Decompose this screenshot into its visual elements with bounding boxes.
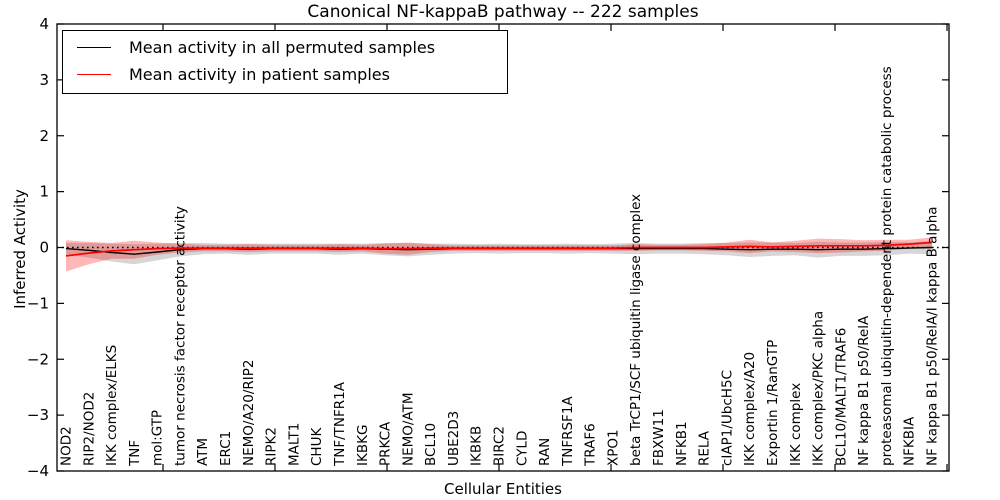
y-tick-label: −1 bbox=[27, 294, 49, 312]
x-tick-label: CHUK bbox=[309, 427, 325, 466]
x-tick-label: IKK complex/A20 bbox=[742, 352, 758, 466]
x-tick-label: IKBKG bbox=[355, 425, 371, 466]
patient-mean-line bbox=[65, 241, 933, 257]
legend-label-permuted: Mean activity in all permuted samples bbox=[129, 38, 436, 57]
x-tick-label: BCL10/MALT1/TRAF6 bbox=[833, 328, 849, 466]
x-tick-label: NFKB1 bbox=[674, 421, 690, 466]
x-tick-label: XPO1 bbox=[605, 429, 621, 466]
x-tick-label: NEMO/ATM bbox=[400, 392, 416, 466]
x-tick-label: IKK complex/ELKS bbox=[104, 345, 120, 466]
x-tick-label: RIP2/NOD2 bbox=[81, 392, 97, 466]
x-tick-label: ATM bbox=[195, 438, 211, 466]
y-tick-label: −3 bbox=[27, 406, 49, 424]
x-axis-label: Cellular Entities bbox=[444, 480, 562, 498]
x-tick-label: NOD2 bbox=[59, 426, 75, 466]
x-tick-label: TNF bbox=[127, 440, 143, 467]
x-tick-label: UBE2D3 bbox=[446, 411, 462, 466]
legend-entry-patient: Mean activity in patient samples bbox=[73, 65, 497, 84]
legend-entry-permuted: Mean activity in all permuted samples bbox=[73, 38, 497, 57]
x-tick-label: IKK complex/PKC alpha bbox=[811, 311, 827, 466]
x-tick-label: IKBKB bbox=[469, 426, 485, 466]
x-tick-label: RELA bbox=[697, 430, 713, 466]
x-tick-label: NF kappa B1 p50/RelA/I kappa B alpha bbox=[925, 206, 941, 466]
y-tick-label: 2 bbox=[39, 127, 49, 145]
x-tick-label: MALT1 bbox=[286, 423, 302, 466]
axes-frame bbox=[56, 23, 950, 472]
x-tick-label: BCL10 bbox=[423, 423, 439, 466]
legend-box: Mean activity in all permuted samples Me… bbox=[62, 30, 508, 94]
legend-line-sample-red bbox=[77, 74, 111, 75]
patient-band bbox=[66, 237, 932, 272]
x-tick-label: CYLD bbox=[514, 431, 530, 466]
x-tick-label: TNF/TNFR1A bbox=[332, 381, 348, 467]
x-tick-label: NEMO/A20/RIP2 bbox=[241, 359, 257, 466]
x-tick-label: RAN bbox=[537, 438, 553, 466]
x-tick-label: IKK complex bbox=[788, 383, 804, 466]
x-tick-label: proteasomal ubiquitin-dependent protein … bbox=[879, 66, 895, 466]
legend-label-patient: Mean activity in patient samples bbox=[129, 65, 390, 84]
y-tick-label: 1 bbox=[39, 183, 49, 201]
y-tick-label: 3 bbox=[39, 71, 49, 89]
x-tick-label: BIRC2 bbox=[492, 426, 508, 466]
x-tick-label: Exportin 1/RanGTP bbox=[765, 340, 781, 466]
x-tick-label: NF kappa B1 p50/RelA bbox=[856, 315, 872, 466]
x-tick-label: TNFRSF1A bbox=[560, 396, 576, 467]
x-tick-label: cIAP1/UbcH5C bbox=[719, 370, 735, 466]
x-tick-label: FBXW11 bbox=[651, 409, 667, 466]
x-tick-label: TRAF6 bbox=[583, 423, 599, 467]
x-tick-label: mol:GTP bbox=[150, 410, 166, 466]
x-tick-label: PRKCA bbox=[378, 421, 394, 466]
y-tick-label: 4 bbox=[39, 15, 49, 33]
x-tick-label: ERC1 bbox=[218, 431, 234, 466]
x-tick-label: NFKBIA bbox=[902, 416, 918, 466]
chart-title: Canonical NF-kappaB pathway -- 222 sampl… bbox=[307, 2, 699, 22]
legend-line-sample-black bbox=[77, 47, 111, 48]
y-tick-label: −2 bbox=[27, 350, 49, 368]
y-tick-label: 0 bbox=[39, 239, 49, 257]
y-tick-label: −4 bbox=[27, 462, 49, 480]
x-tick-label: beta TrCP1/SCF ubiquitin ligase complex bbox=[628, 194, 644, 466]
x-tick-label: RIPK2 bbox=[264, 427, 280, 466]
x-tick-label: tumor necrosis factor receptor activity bbox=[172, 206, 188, 466]
